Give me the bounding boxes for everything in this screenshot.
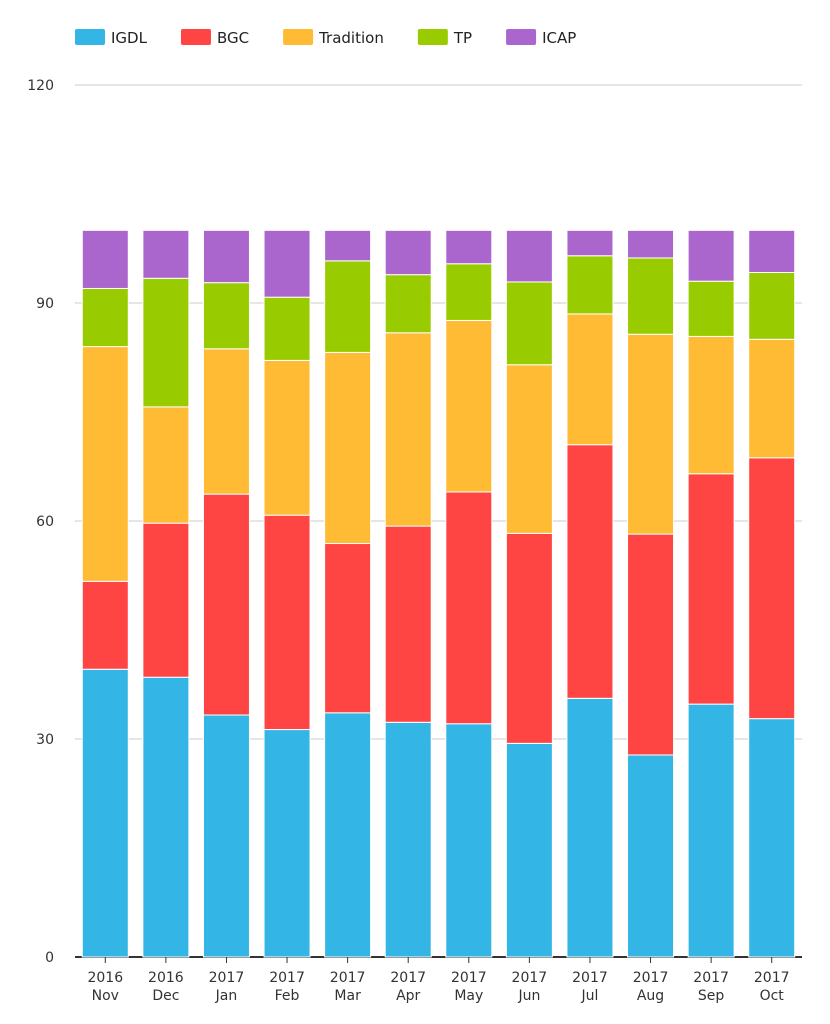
bar-segment-bgc (505, 532, 553, 744)
bar-segment-tp (748, 271, 796, 340)
bar-segment-bgc (324, 543, 372, 714)
bar-segment-tradition (202, 348, 250, 495)
legend-swatch-tradition (283, 29, 314, 45)
bar-segment-bgc (687, 473, 735, 705)
bar-segment-icap (505, 229, 553, 283)
x-tick-label: 2017 Jan (209, 970, 245, 1004)
bar-segment-tp (505, 281, 553, 366)
bar-segment-tp (384, 274, 432, 334)
bar-segment-igdl (687, 703, 735, 958)
bar-segment-bgc (627, 533, 675, 756)
x-tick-label: 2017 Mar (330, 970, 366, 1004)
x-tick-label: 2017 May (451, 970, 487, 1004)
y-tick-label: 0 (45, 950, 54, 966)
bar-segment-igdl (202, 714, 250, 958)
bar-segment-bgc (142, 522, 190, 678)
legend-label-icap: ICAP (542, 29, 576, 47)
bar-segment-tp (263, 296, 311, 361)
bar-segment-tp (566, 255, 614, 315)
bar-segment-tradition (505, 364, 553, 534)
y-tick-label: 30 (36, 732, 54, 748)
bar-segment-tradition (748, 338, 796, 459)
x-axis: 2016 Nov 2016 Dec 2017 Jan 2017 Feb 2017 Mar 2017 A… (87, 957, 790, 1004)
bar-segment-igdl (81, 668, 129, 958)
legend-label-bgc: BGC (217, 29, 249, 47)
bar-segment-tradition (445, 319, 493, 493)
bar-segment-icap (748, 229, 796, 273)
bar-segment-tp (202, 282, 250, 350)
bar-segment-icap (445, 229, 493, 265)
legend-label-igdl: IGDL (111, 29, 148, 47)
bar-segment-igdl (142, 676, 190, 958)
bar-segment-tradition (142, 406, 190, 524)
bar-segment-tp (81, 287, 129, 348)
x-tick-label: 2017 Oct (754, 970, 790, 1004)
y-axis: 0 30 60 90 120 (27, 78, 54, 966)
bar-segment-igdl (445, 723, 493, 958)
legend: IGDL BGC Tradition TP ICAP (75, 29, 576, 47)
legend-swatch-icap (506, 29, 537, 45)
bar-segment-bgc (445, 491, 493, 725)
bar-segment-bgc (748, 457, 796, 720)
bar-segment-tp (687, 280, 735, 337)
legend-swatch-bgc (180, 29, 211, 45)
bar-segment-icap (566, 229, 614, 257)
bar-segment-tradition (263, 359, 311, 516)
bar-segment-igdl (748, 718, 796, 958)
bar-segment-tp (627, 257, 675, 335)
bar-segment-icap (384, 229, 432, 276)
bar-segment-icap (263, 229, 311, 298)
x-tick-label: 2017 Aug (633, 970, 669, 1004)
x-tick-label: 2017 Apr (390, 970, 426, 1004)
y-tick-label: 60 (36, 514, 54, 530)
bar-segment-icap (324, 229, 372, 262)
bar-segment-bgc (263, 514, 311, 731)
bar-segment-tradition (687, 335, 735, 475)
bar-segment-tradition (566, 313, 614, 446)
bar-segment-tp (324, 260, 372, 353)
bar-segment-igdl (566, 697, 614, 958)
x-tick-label: 2017 Jun (512, 970, 548, 1004)
legend-label-tp: TP (453, 29, 472, 47)
bar-segment-icap (202, 229, 250, 284)
bar-segment-bgc (202, 493, 250, 716)
bar-segment-icap (627, 229, 675, 259)
x-tick-label: 2017 Sep (693, 970, 729, 1004)
bar-segment-igdl (324, 712, 372, 958)
y-tick-label: 90 (36, 296, 54, 312)
bar-segment-tradition (384, 332, 432, 527)
bars (81, 229, 796, 958)
bar-segment-bgc (384, 525, 432, 723)
bar-segment-igdl (384, 721, 432, 958)
bar-segment-tp (445, 263, 493, 321)
bar-segment-igdl (263, 729, 311, 958)
legend-swatch-igdl (75, 29, 105, 45)
legend-swatch-tp (417, 29, 448, 45)
bar-segment-igdl (627, 754, 675, 958)
bar-segment-icap (687, 229, 735, 282)
x-tick-label: 2017 Jul (572, 970, 608, 1004)
bar-segment-tradition (324, 351, 372, 545)
bar-segment-tp (142, 277, 190, 408)
bar-segment-bgc (566, 444, 614, 699)
y-tick-label: 120 (27, 78, 54, 94)
x-tick-label: 2017 Feb (269, 970, 305, 1004)
legend-label-tradition: Tradition (318, 29, 384, 47)
bar-segment-icap (81, 229, 129, 289)
bar-segment-tradition (81, 346, 129, 582)
bar-segment-igdl (505, 742, 553, 958)
x-tick-label: 2016 Dec (148, 970, 184, 1004)
gridlines (75, 84, 802, 958)
bar-segment-tradition (627, 333, 675, 535)
bar-segment-bgc (81, 580, 129, 670)
x-tick-label: 2016 Nov (87, 970, 123, 1004)
bar-segment-icap (142, 229, 190, 279)
